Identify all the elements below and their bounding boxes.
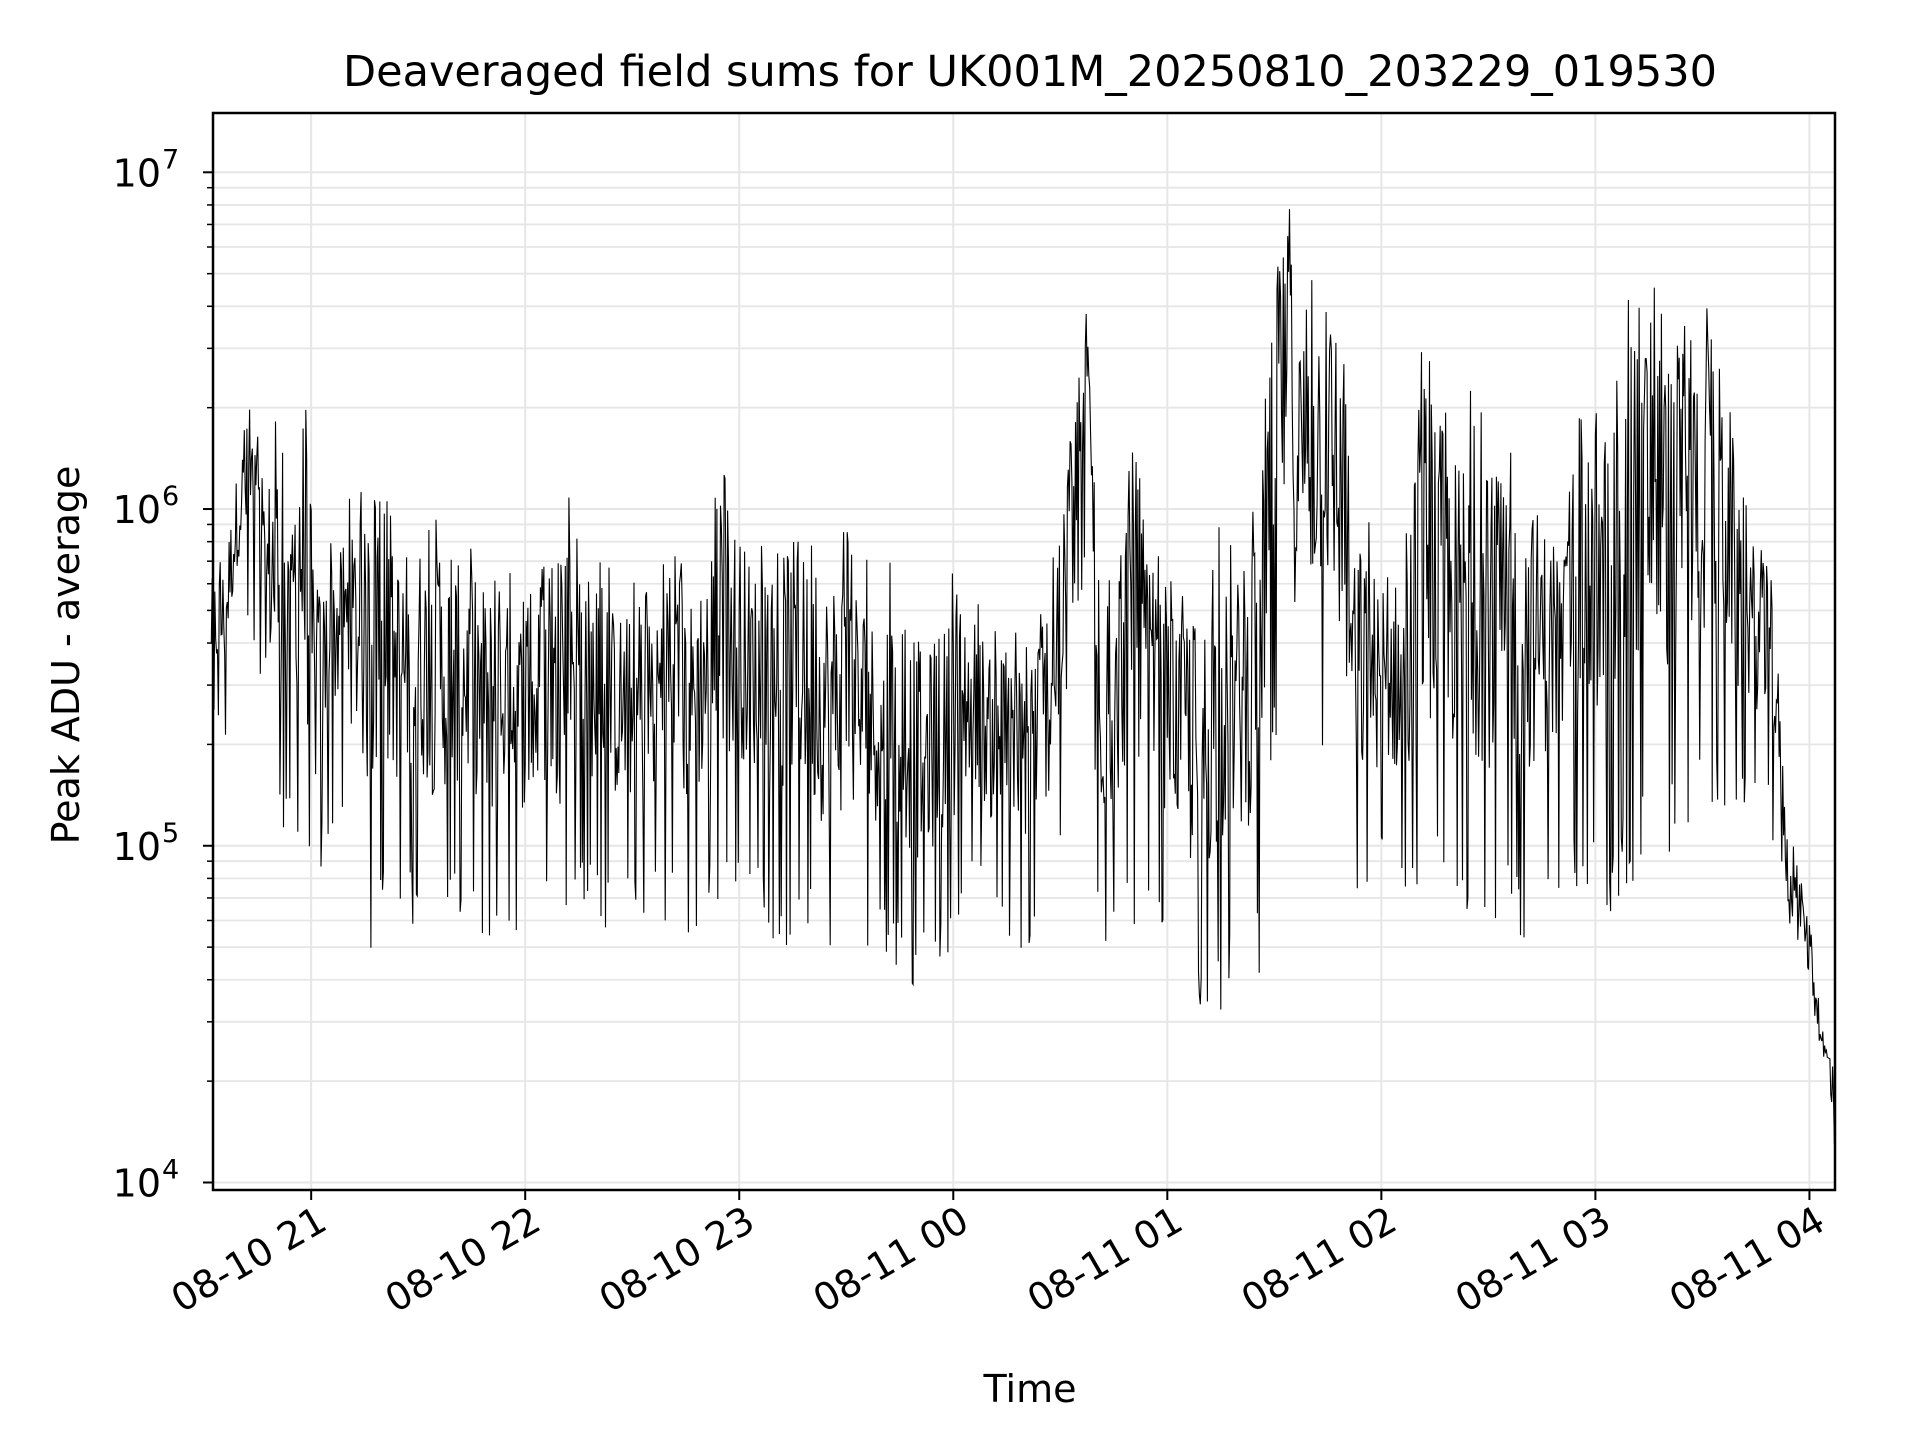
x-axis-label: Time [983,1367,1077,1411]
x-tick-label: 08-10 23 [592,1198,762,1322]
y-tick-label: 10 [113,825,161,869]
y-tick-label: 10 [113,1161,161,1205]
y-tick-label: 10 [113,151,161,195]
x-tick-label: 08-11 03 [1448,1198,1618,1322]
x-tick-label: 08-11 02 [1234,1198,1404,1322]
y-tick-exponent: 4 [162,1154,179,1185]
y-axis-label: Peak ADU - average [44,466,88,845]
y-tick-exponent: 6 [162,481,179,512]
x-tick-label: 08-10 22 [378,1198,548,1322]
x-tick-label: 08-11 00 [806,1198,976,1322]
x-tick-label: 08-11 01 [1020,1198,1190,1322]
plot-frame [211,111,1837,1192]
x-tick-label: 08-11 04 [1662,1198,1832,1322]
x-axis: 08-10 21 08-10 22 08-10 23 08-11 00 08-11 01… [164,1190,1832,1321]
y-tick-exponent: 5 [162,818,179,849]
x-tick-label: 08-10 21 [164,1198,334,1322]
series-line [210,209,1835,1145]
chart-title: Deaveraged field sums for UK001M_2025081… [343,47,1717,97]
y-tick-label: 10 [113,488,161,532]
y-tick-exponent: 7 [162,144,179,175]
data-series [210,209,1835,1145]
